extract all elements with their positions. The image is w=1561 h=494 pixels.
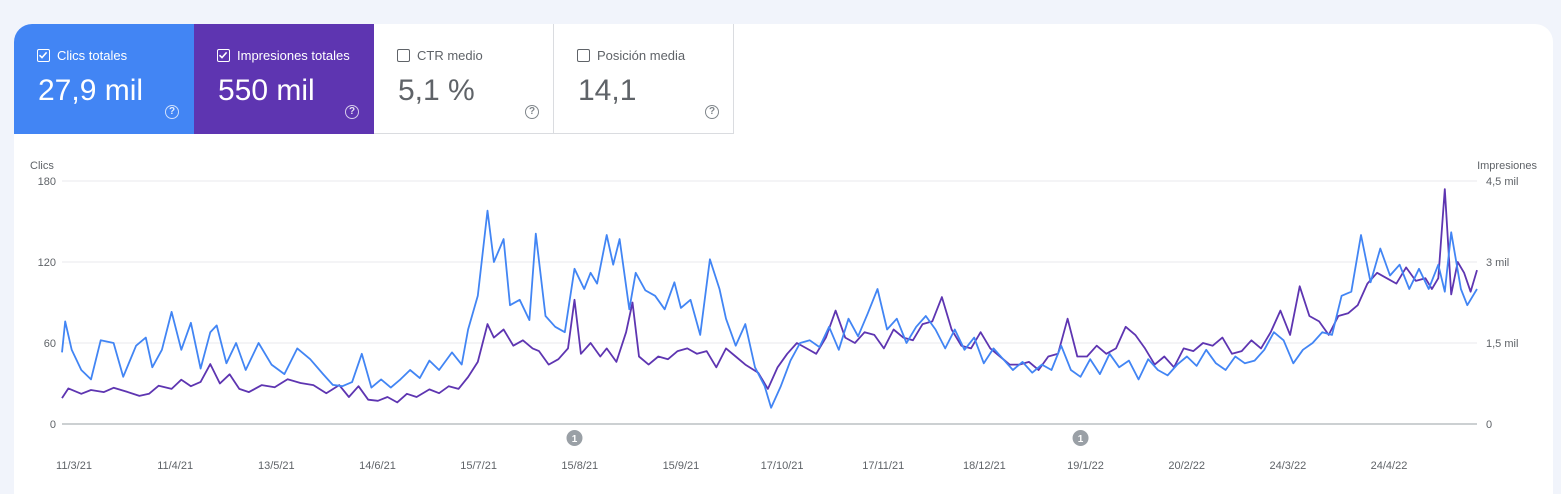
clicks-series-line [61,209,1478,409]
left-tick-label: 60 [44,338,56,350]
tile-value: 550 mil [218,74,315,107]
x-tick-label: 18/12/21 [963,460,1006,472]
right-tick-label: 3 mil [1486,257,1509,269]
help-icon[interactable]: ? [525,105,539,119]
x-tick-label: 15/7/21 [460,460,497,472]
right-tick-label: 1,5 mil [1486,338,1518,350]
tile-average-position[interactable]: Posición media 14,1 ? [554,24,734,134]
x-tick-label: 13/5/21 [258,460,295,472]
clicks-checkbox[interactable] [37,49,50,62]
tile-average-ctr[interactable]: CTR medio 5,1 % ? [374,24,554,134]
impressions-series-line [61,188,1478,404]
annotation-marker [566,430,583,446]
left-axis-title: Clics [30,160,54,172]
tile-total-impressions[interactable]: Impresiones totales 550 mil ? [194,24,374,134]
left-tick-label: 180 [38,176,56,188]
performance-chart: Clics Impresiones 0 60 120 180 0 1,5 mil 3 mil… [30,160,1537,472]
annotation-marker [1072,430,1089,446]
x-tick-label: 20/2/22 [1168,460,1205,472]
x-tick-label: 24/4/22 [1371,460,1408,472]
series-lines [61,188,1478,409]
grid-lines [62,180,1477,425]
x-tick-label: 11/4/21 [157,460,193,472]
performance-card: Clics totales 27,9 mil ? Impresiones tot… [14,24,1553,494]
help-icon[interactable]: ? [705,105,719,119]
x-tick-label: 24/3/22 [1269,460,1306,472]
metric-tiles: Clics totales 27,9 mil ? Impresiones tot… [14,24,734,134]
x-tick-label: 17/10/21 [761,460,804,472]
tile-value: 27,9 mil [38,74,144,107]
x-tick-label: 14/6/21 [359,460,396,472]
x-tick-label: 15/9/21 [663,460,700,472]
tile-total-clicks[interactable]: Clics totales 27,9 mil ? [14,24,194,134]
ctr-checkbox[interactable] [397,49,410,62]
left-tick-label: 120 [38,257,56,269]
right-axis-title: Impresiones [1477,160,1537,172]
right-tick-label: 0 [1486,419,1492,431]
axis-ticks: 0 60 120 180 0 1,5 mil 3 mil 4,5 mil 11/3/21 11/4… [38,176,1519,472]
position-checkbox[interactable] [577,49,590,62]
right-tick-label: 4,5 mil [1486,176,1518,188]
help-icon[interactable]: ? [345,105,359,119]
annotation-label: 1 [572,434,578,445]
help-icon[interactable]: ? [165,105,179,119]
tile-value: 5,1 % [398,74,475,107]
x-tick-label: 15/8/21 [561,460,598,472]
impressions-checkbox[interactable] [217,49,230,62]
left-tick-label: 0 [50,419,56,431]
x-tick-label: 17/11/21 [862,460,904,472]
annotation-label: 1 [1078,434,1084,445]
x-tick-label: 19/1/22 [1067,460,1104,472]
tile-value: 14,1 [578,74,637,107]
x-tick-label: 11/3/21 [56,460,92,472]
